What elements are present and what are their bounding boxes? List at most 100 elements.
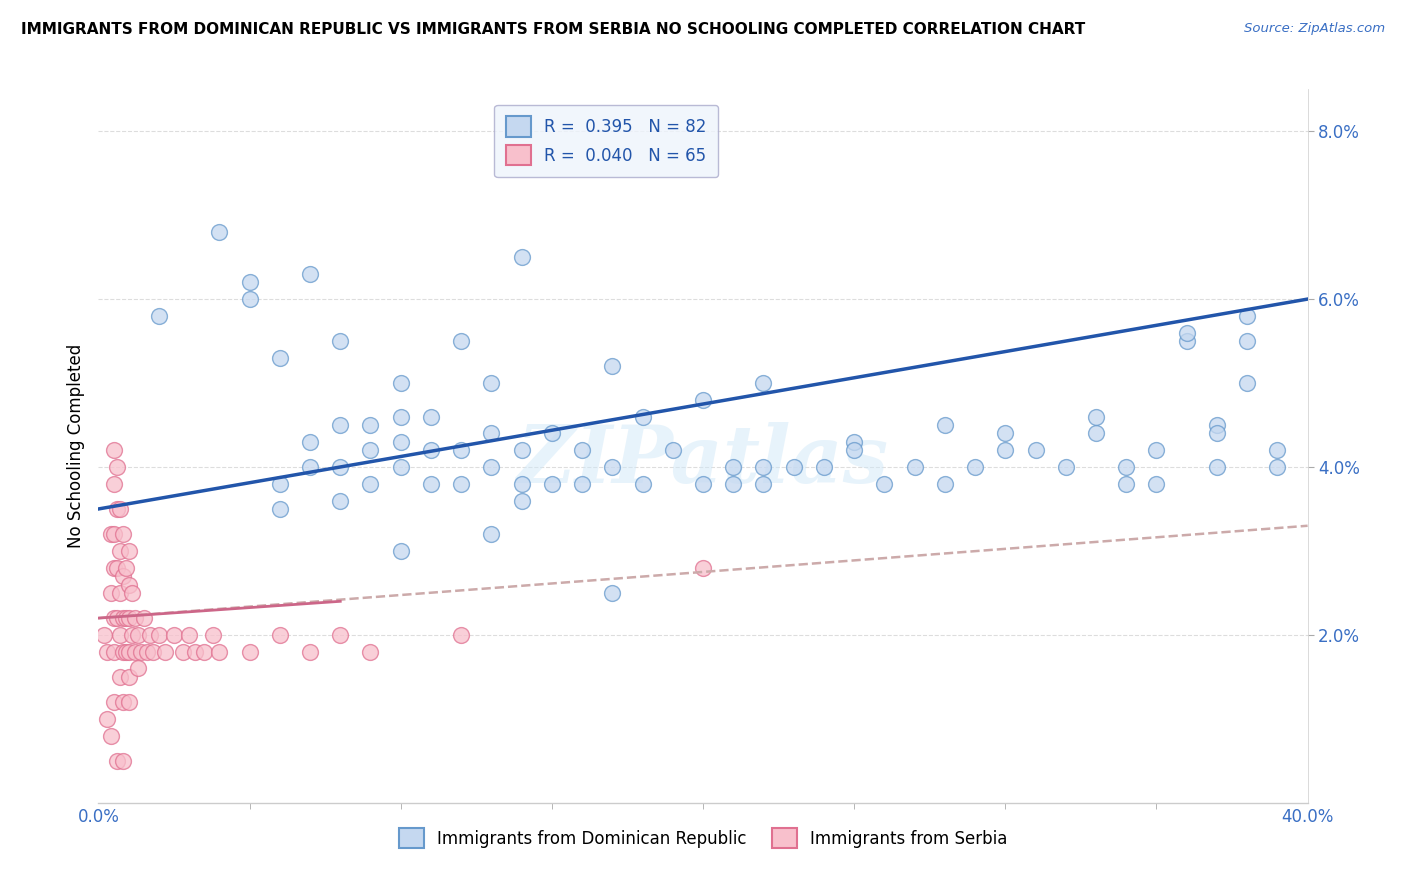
Legend: Immigrants from Dominican Republic, Immigrants from Serbia: Immigrants from Dominican Republic, Immi… bbox=[392, 822, 1014, 855]
Point bbox=[602, 460, 624, 475]
Point bbox=[752, 476, 775, 491]
Point bbox=[540, 476, 562, 491]
Point bbox=[114, 645, 136, 659]
Point bbox=[1144, 443, 1167, 458]
Point bbox=[118, 611, 141, 625]
Point bbox=[389, 460, 412, 475]
Point bbox=[111, 527, 134, 541]
Point bbox=[450, 476, 472, 491]
Point bbox=[127, 628, 149, 642]
Point bbox=[105, 611, 128, 625]
Point bbox=[329, 460, 352, 475]
Point bbox=[121, 586, 143, 600]
Point bbox=[904, 460, 927, 475]
Point bbox=[481, 426, 503, 441]
Point bbox=[481, 376, 503, 390]
Point bbox=[420, 409, 443, 424]
Y-axis label: No Schooling Completed: No Schooling Completed bbox=[66, 344, 84, 548]
Text: ZIPatlas: ZIPatlas bbox=[517, 422, 889, 499]
Point bbox=[389, 376, 412, 390]
Point bbox=[329, 493, 352, 508]
Point bbox=[1144, 476, 1167, 491]
Point bbox=[1175, 326, 1198, 340]
Point bbox=[105, 754, 128, 768]
Point bbox=[148, 309, 170, 323]
Point bbox=[450, 628, 472, 642]
Point bbox=[1236, 334, 1258, 348]
Point bbox=[108, 628, 131, 642]
Point bbox=[723, 476, 745, 491]
Point bbox=[118, 695, 141, 709]
Point bbox=[723, 460, 745, 475]
Text: Source: ZipAtlas.com: Source: ZipAtlas.com bbox=[1244, 22, 1385, 36]
Point bbox=[783, 460, 806, 475]
Point bbox=[571, 476, 593, 491]
Point bbox=[360, 417, 382, 432]
Point bbox=[692, 560, 714, 574]
Point bbox=[389, 409, 412, 424]
Point bbox=[752, 460, 775, 475]
Point bbox=[118, 670, 141, 684]
Point bbox=[510, 476, 533, 491]
Point bbox=[994, 443, 1017, 458]
Point bbox=[1206, 460, 1229, 475]
Point bbox=[93, 628, 115, 642]
Point bbox=[752, 376, 775, 390]
Point bbox=[96, 645, 118, 659]
Point bbox=[510, 493, 533, 508]
Point bbox=[103, 527, 125, 541]
Point bbox=[1085, 409, 1108, 424]
Point bbox=[965, 460, 987, 475]
Point bbox=[103, 645, 125, 659]
Point bbox=[124, 611, 146, 625]
Point bbox=[118, 645, 141, 659]
Point bbox=[299, 460, 322, 475]
Point bbox=[103, 611, 125, 625]
Point bbox=[105, 502, 128, 516]
Point bbox=[239, 292, 262, 306]
Point bbox=[153, 645, 176, 659]
Point bbox=[420, 476, 443, 491]
Point bbox=[142, 645, 165, 659]
Point bbox=[1267, 460, 1289, 475]
Point bbox=[208, 225, 231, 239]
Point bbox=[103, 560, 125, 574]
Point bbox=[184, 645, 207, 659]
Point bbox=[239, 275, 262, 289]
Point bbox=[139, 628, 162, 642]
Point bbox=[148, 628, 170, 642]
Point bbox=[329, 417, 352, 432]
Point bbox=[269, 502, 291, 516]
Point bbox=[132, 611, 155, 625]
Point bbox=[844, 443, 866, 458]
Point bbox=[108, 670, 131, 684]
Point bbox=[450, 443, 472, 458]
Point bbox=[239, 645, 262, 659]
Point bbox=[1115, 460, 1137, 475]
Point bbox=[329, 334, 352, 348]
Point bbox=[193, 645, 215, 659]
Point bbox=[135, 645, 157, 659]
Point bbox=[118, 577, 141, 591]
Point bbox=[994, 426, 1017, 441]
Point bbox=[1054, 460, 1077, 475]
Point bbox=[100, 586, 122, 600]
Point bbox=[103, 476, 125, 491]
Point bbox=[692, 392, 714, 407]
Point bbox=[329, 628, 352, 642]
Point bbox=[114, 560, 136, 574]
Point bbox=[360, 645, 382, 659]
Point bbox=[96, 712, 118, 726]
Point bbox=[129, 645, 152, 659]
Point bbox=[179, 628, 201, 642]
Point bbox=[1267, 443, 1289, 458]
Point bbox=[163, 628, 186, 642]
Point bbox=[389, 434, 412, 449]
Point bbox=[661, 443, 683, 458]
Point bbox=[111, 695, 134, 709]
Point bbox=[360, 443, 382, 458]
Point bbox=[105, 460, 128, 475]
Point bbox=[813, 460, 835, 475]
Point bbox=[571, 443, 593, 458]
Point bbox=[108, 502, 131, 516]
